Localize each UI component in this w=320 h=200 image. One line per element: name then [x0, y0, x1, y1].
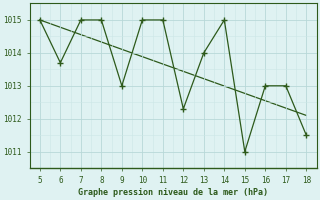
X-axis label: Graphe pression niveau de la mer (hPa): Graphe pression niveau de la mer (hPa) — [78, 188, 268, 197]
